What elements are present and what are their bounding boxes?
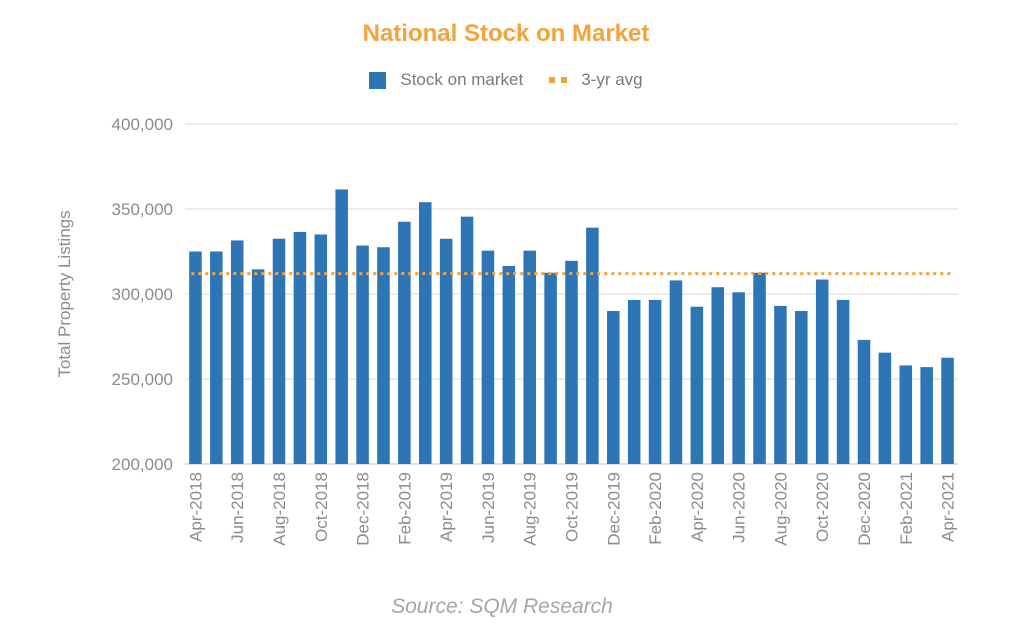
bar	[815, 279, 829, 464]
x-tick-label: Dec-2020	[855, 472, 874, 546]
bar	[648, 299, 662, 464]
x-tick-label: Jun-2019	[479, 472, 498, 543]
x-tick-label: Oct-2018	[312, 472, 331, 542]
legend-swatch-stock	[369, 71, 387, 89]
x-tick-label: Jun-2020	[730, 472, 749, 543]
bar	[460, 216, 474, 464]
bar	[941, 357, 954, 464]
y-tick-label: 250,000	[112, 370, 173, 389]
bar	[627, 299, 641, 464]
bar	[920, 367, 933, 464]
bar	[272, 238, 286, 464]
y-tick-label: 200,000	[112, 455, 173, 474]
legend-label-avg: 3-yr avg	[581, 70, 643, 89]
bar	[377, 247, 390, 464]
bar	[795, 311, 808, 464]
x-tick-label: Feb-2021	[897, 472, 916, 545]
bar	[878, 352, 892, 464]
bar	[669, 280, 683, 464]
x-tick-label: Feb-2020	[646, 472, 665, 545]
x-tick-label: Apr-2018	[186, 472, 205, 542]
x-tick-label: Jun-2018	[228, 472, 247, 543]
bar	[690, 306, 704, 464]
bar	[481, 250, 495, 464]
bar	[418, 202, 432, 464]
bar	[607, 311, 620, 464]
x-tick-label: Oct-2020	[813, 472, 832, 542]
bar	[565, 260, 578, 464]
chart-title: National Stock on Market	[362, 20, 650, 47]
x-tick-label: Apr-2020	[688, 472, 707, 542]
x-tick-label: Aug-2020	[771, 472, 790, 546]
bar	[711, 287, 725, 464]
y-tick-label: 300,000	[112, 285, 173, 304]
y-tick-label: 350,000	[112, 200, 173, 219]
y-axis-title: Total Property Listings	[55, 210, 74, 377]
x-tick-label: Feb-2019	[395, 472, 414, 545]
bar	[189, 251, 202, 464]
x-tick-label: Apr-2021	[939, 472, 958, 542]
legend-swatch-avg	[549, 77, 568, 83]
source-note: Source: SQM Research	[391, 595, 613, 618]
bar	[753, 272, 766, 464]
x-tick-label: Apr-2019	[437, 472, 456, 542]
bar	[356, 245, 369, 464]
bar	[502, 265, 516, 464]
bar	[230, 240, 244, 464]
legend-item-stock: Stock on market	[369, 70, 523, 90]
bar	[314, 234, 328, 464]
bar	[293, 231, 307, 464]
bar	[857, 339, 871, 464]
x-tick-label: Dec-2019	[604, 472, 623, 546]
x-tick-label: Aug-2018	[270, 472, 289, 546]
bar	[836, 299, 850, 464]
x-tick-label: Aug-2019	[521, 472, 540, 546]
x-tick-label: Oct-2019	[563, 472, 582, 542]
legend: Stock on market 3-yr avg	[0, 70, 1012, 90]
bar	[774, 305, 787, 464]
bar	[251, 269, 265, 464]
bar	[210, 251, 223, 464]
legend-label-stock: Stock on market	[400, 70, 524, 89]
y-tick-label: 400,000	[112, 115, 173, 134]
bar	[439, 238, 453, 464]
legend-item-avg: 3-yr avg	[549, 70, 643, 90]
x-tick-label: Dec-2018	[354, 472, 373, 546]
bar	[544, 272, 557, 464]
bar	[899, 365, 913, 464]
bar	[586, 227, 599, 464]
bar	[732, 292, 745, 464]
bar	[335, 189, 348, 464]
bar	[398, 221, 411, 464]
bar	[523, 250, 536, 464]
